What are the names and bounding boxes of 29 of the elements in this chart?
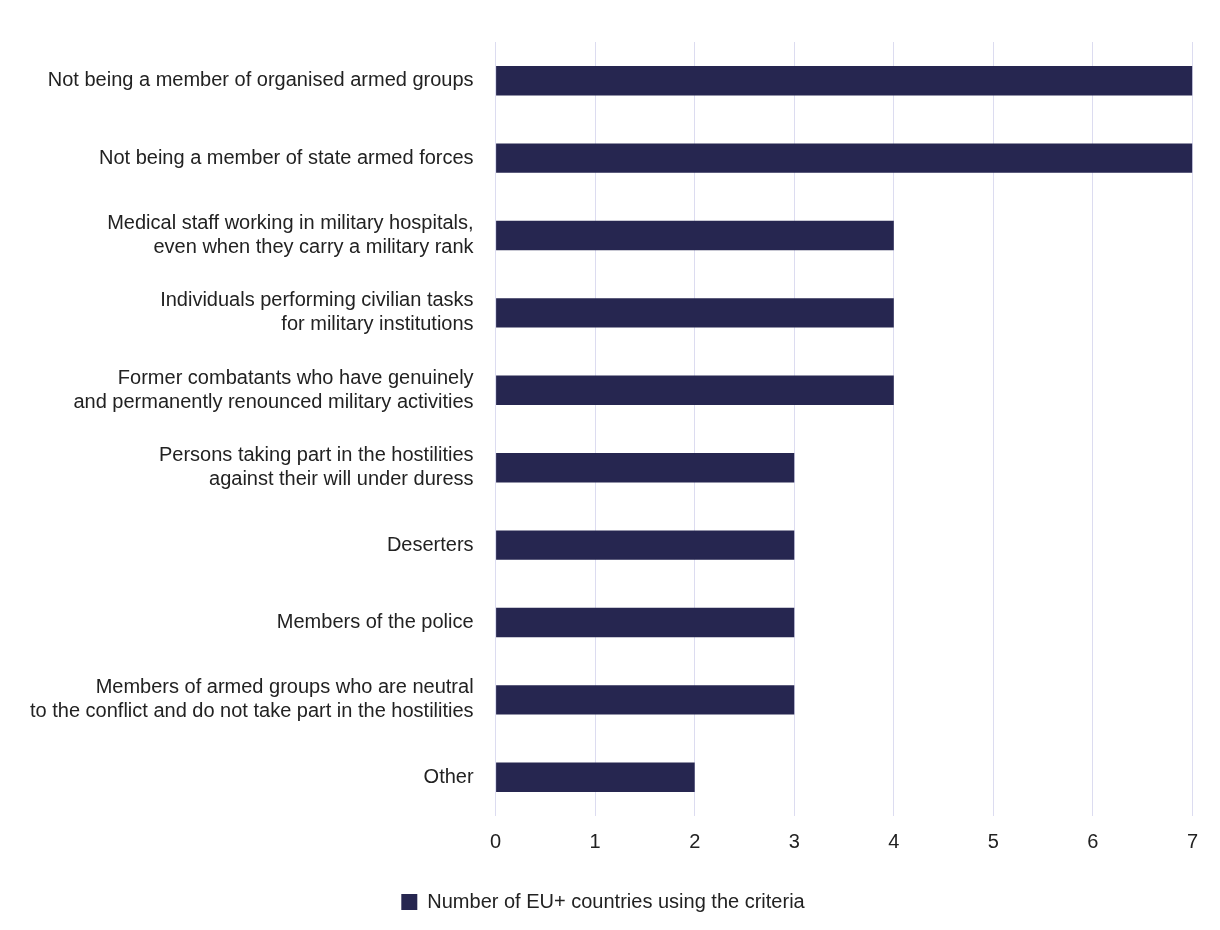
y-tick-label: Other xyxy=(423,764,474,787)
x-tick-label: 3 xyxy=(788,829,800,852)
x-tick-label: 5 xyxy=(987,829,999,852)
bar xyxy=(496,685,795,715)
x-tick-label: 2 xyxy=(689,829,701,852)
y-tick-label: Persons taking part in the hostilities against their will under duress xyxy=(158,443,474,490)
y-tick-label: Individuals performing civilian tasks for military institutions xyxy=(160,288,474,335)
bar xyxy=(496,530,795,560)
y-tick-label: Former combatants who have genuinely and permanently renounced military activities xyxy=(73,365,474,412)
legend-label: Number of EU+ countries using the criteria xyxy=(427,889,806,912)
x-tick-label: 0 xyxy=(490,829,502,852)
bar xyxy=(496,298,894,328)
bar xyxy=(496,65,1193,96)
y-tick-label: Not being a member of state armed forces xyxy=(98,145,474,168)
x-tick-label: 6 xyxy=(1087,829,1099,852)
y-tick-label: Deserters xyxy=(386,532,474,555)
bar xyxy=(496,452,795,483)
bar xyxy=(496,220,894,251)
bar xyxy=(496,607,795,638)
bar xyxy=(496,375,894,406)
bar xyxy=(496,762,695,793)
x-tick-label: 1 xyxy=(589,829,601,852)
x-tick-label: 4 xyxy=(888,829,900,852)
x-tick-label: 7 xyxy=(1186,829,1198,852)
y-tick-label: Members of armed groups who are neutral to the conflict and do not take part in the hostilities xyxy=(29,675,474,722)
y-tick-label: Not being a member of organised armed groups xyxy=(47,68,474,91)
y-tick-label: Medical staff working in military hospitals, even when they carry a military rank xyxy=(107,211,475,258)
y-tick-label: Members of the police xyxy=(276,610,474,633)
bar xyxy=(496,143,1193,173)
